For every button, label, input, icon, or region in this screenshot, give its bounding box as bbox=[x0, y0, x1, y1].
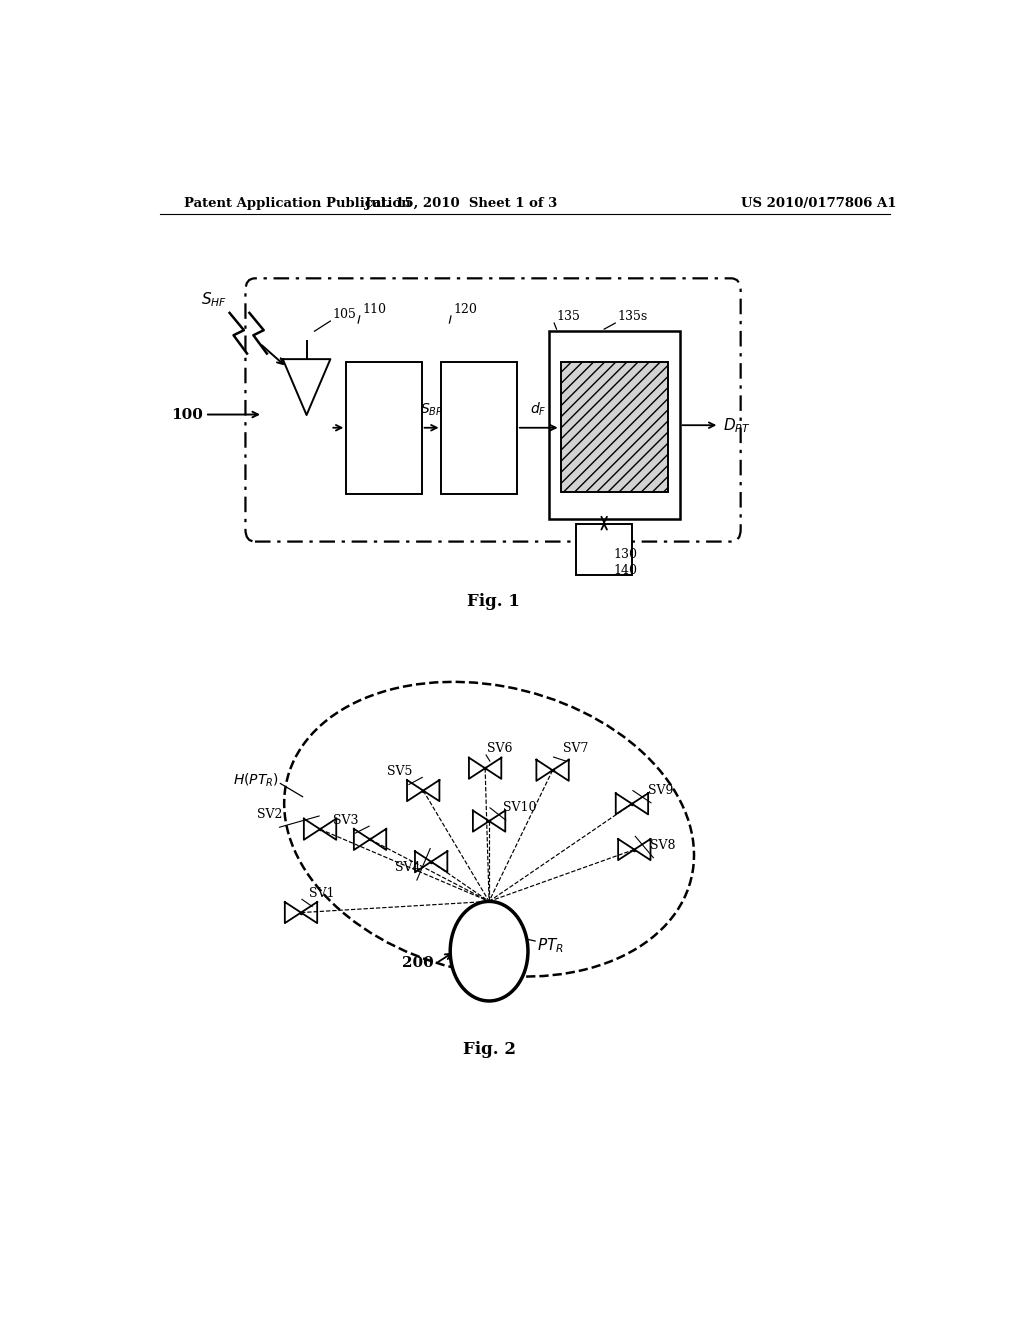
Text: 135s: 135s bbox=[617, 310, 648, 323]
Text: SV1: SV1 bbox=[309, 887, 335, 900]
Text: 135: 135 bbox=[557, 310, 581, 323]
Text: SV10: SV10 bbox=[503, 801, 537, 814]
Text: 200: 200 bbox=[401, 957, 433, 970]
Text: Patent Application Publication: Patent Application Publication bbox=[183, 197, 411, 210]
Text: 100: 100 bbox=[171, 408, 204, 421]
Bar bbox=[346, 362, 422, 494]
Text: $\mathit{d}_F$: $\mathit{d}_F$ bbox=[530, 400, 547, 417]
Text: 110: 110 bbox=[362, 304, 386, 315]
Text: $\mathit{S}_{BP}$: $\mathit{S}_{BP}$ bbox=[420, 401, 443, 417]
Text: SV5: SV5 bbox=[387, 766, 412, 779]
Circle shape bbox=[451, 902, 528, 1001]
Text: Fig. 1: Fig. 1 bbox=[467, 594, 519, 610]
Text: SV7: SV7 bbox=[563, 742, 588, 755]
Text: SV8: SV8 bbox=[650, 838, 676, 851]
Text: 140: 140 bbox=[613, 564, 638, 577]
Bar bbox=[441, 362, 517, 494]
Text: $H(PT_R)$: $H(PT_R)$ bbox=[232, 772, 279, 789]
Text: $\mathit{S}_{HF}$: $\mathit{S}_{HF}$ bbox=[201, 290, 227, 309]
Text: SV4: SV4 bbox=[394, 861, 420, 874]
Text: SV6: SV6 bbox=[486, 742, 512, 755]
Text: 105: 105 bbox=[333, 308, 356, 321]
Text: Fig. 2: Fig. 2 bbox=[463, 1040, 516, 1057]
Text: SV9: SV9 bbox=[648, 784, 673, 797]
Text: $\mathit{D}_{PT}$: $\mathit{D}_{PT}$ bbox=[723, 416, 751, 434]
Text: US 2010/0177806 A1: US 2010/0177806 A1 bbox=[740, 197, 896, 210]
Text: 130: 130 bbox=[613, 548, 638, 561]
Text: 120: 120 bbox=[454, 304, 477, 315]
Text: $\mathit{PT}_R$: $\mathit{PT}_R$ bbox=[537, 937, 563, 956]
Bar bbox=[560, 362, 668, 492]
Text: SV2: SV2 bbox=[257, 808, 283, 821]
Bar bbox=[549, 331, 680, 519]
Text: SV3: SV3 bbox=[333, 814, 358, 828]
Bar bbox=[577, 524, 632, 576]
Text: Jul. 15, 2010  Sheet 1 of 3: Jul. 15, 2010 Sheet 1 of 3 bbox=[366, 197, 557, 210]
